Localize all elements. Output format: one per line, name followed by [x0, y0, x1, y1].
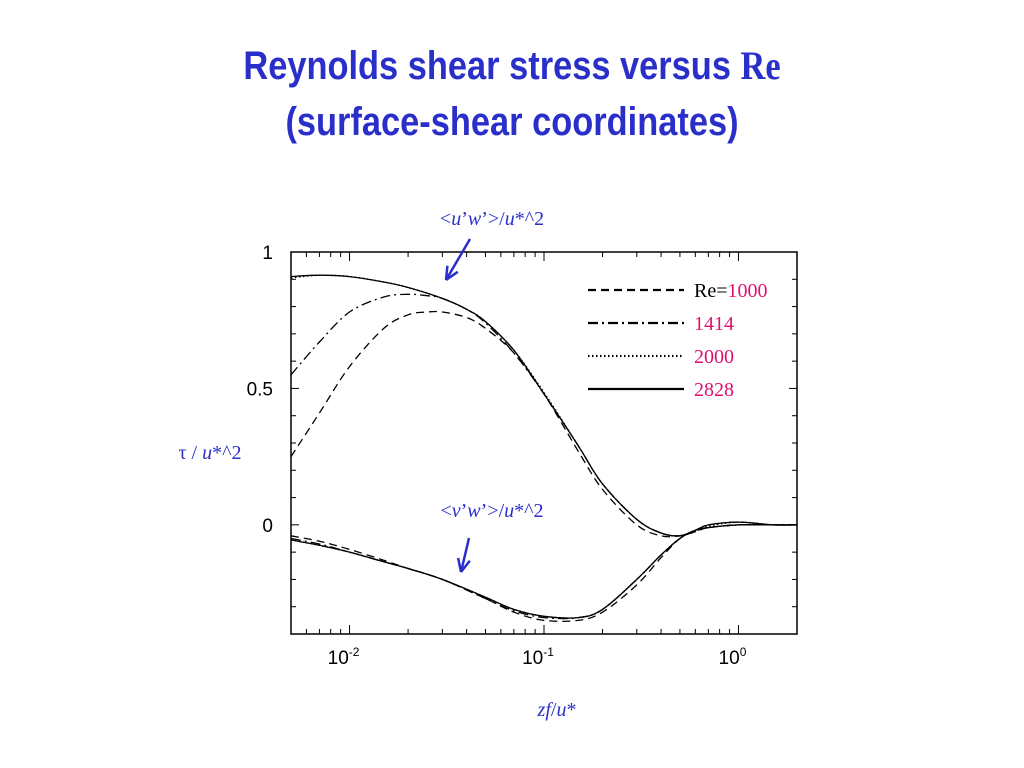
legend-label: Re=1000 [694, 280, 768, 302]
annotation-vw-arrow [456, 537, 471, 573]
annotation-uw-label: <u’w’>/u*^2 [440, 208, 544, 230]
annotation-vw-arrow-shaft [459, 537, 471, 573]
x-axis-label: zf/u* [537, 699, 577, 721]
series-line-4 [290, 274, 798, 537]
axis-ticks [290, 251, 798, 635]
y-tick-label: 0.5 [247, 379, 273, 400]
y-tick-label: 0 [262, 516, 273, 537]
x-tick-label: 10-2 [328, 645, 360, 669]
plot-frame [290, 251, 798, 635]
annotations: <u’w’>/u*^2 <v’w’>/u*^2 τ / u*^2 zf/u* [179, 208, 577, 721]
series-line-7 [290, 523, 797, 619]
legend-label: 1414 [694, 313, 734, 335]
slide-title: Reynolds shear stress versus Re (surface… [72, 38, 953, 150]
y-axis-label: τ / u*^2 [179, 442, 242, 464]
title-re: Re [740, 43, 781, 88]
legend-label: 2828 [694, 379, 734, 401]
annotation-uw-arrow-head [444, 265, 459, 282]
title-line-1-text: Reynolds shear stress versus [243, 44, 741, 88]
annotation-uw-arrow-shaft [444, 238, 472, 281]
x-tick-label: 10-1 [522, 645, 554, 669]
y-tick-label: 1 [262, 243, 273, 264]
series-line-8 [290, 524, 797, 619]
annotation-vw-label: <v’w’>/u*^2 [440, 500, 543, 522]
series-line-6 [290, 524, 797, 620]
series-layer [290, 274, 798, 623]
legend-label: 2000 [694, 346, 734, 368]
tick-labels: 1 0.5 0 10-2 10-1 100 [247, 243, 747, 669]
series-line-5 [290, 524, 797, 623]
annotation-uw-arrow [444, 238, 472, 282]
legend: Re=1000 1414 2000 2828 [588, 280, 768, 401]
x-tick-label: 100 [719, 645, 747, 669]
title-line-2: (surface-shear coordinates) [285, 100, 739, 144]
title-line-1: Reynolds shear stress versus Re [72, 38, 953, 94]
annotation-vw-arrow-head [456, 557, 471, 573]
